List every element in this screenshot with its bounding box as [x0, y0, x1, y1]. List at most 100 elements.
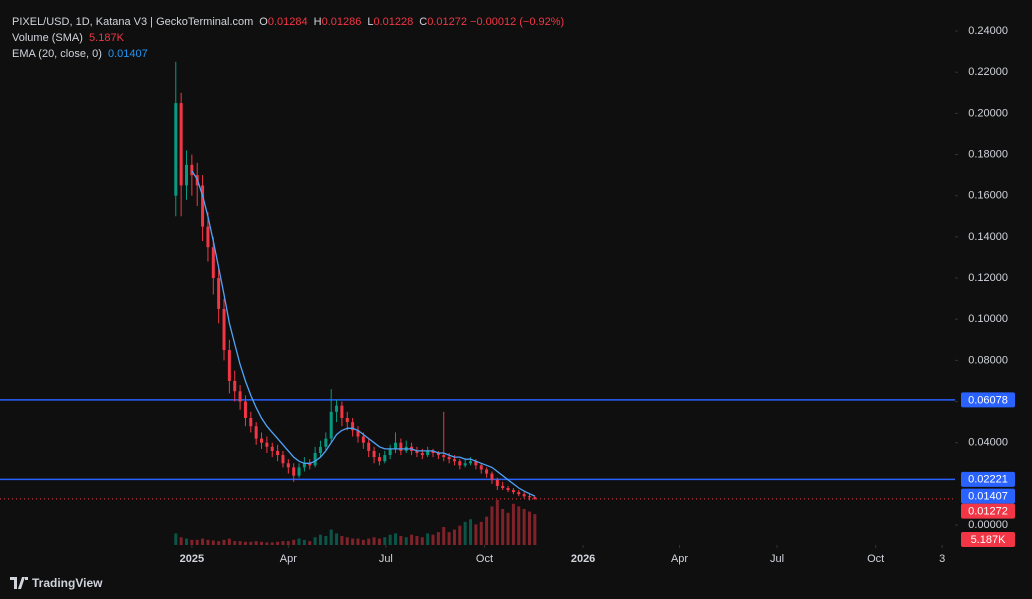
- volume-bar: [485, 516, 489, 545]
- candle-body: [490, 473, 494, 480]
- candle-body: [501, 485, 505, 488]
- level-price-tag-box: [961, 392, 1015, 408]
- candle-body: [495, 479, 499, 486]
- volume-bar: [426, 533, 430, 545]
- volume-row: Volume (SMA) 5.187K: [12, 30, 564, 46]
- candle-body: [340, 405, 344, 419]
- candle-body: [399, 442, 403, 451]
- brand-logo: [10, 577, 28, 589]
- candle: [458, 459, 462, 470]
- candle-body: [270, 446, 274, 451]
- candle-body: [527, 496, 531, 498]
- candle: [351, 418, 355, 437]
- candle: [179, 92, 183, 217]
- ohlc-value: 0.01284: [267, 16, 308, 28]
- candle: [463, 459, 467, 468]
- candle-body: [474, 461, 478, 466]
- candle-body: [522, 494, 526, 497]
- candle-body: [356, 430, 360, 437]
- volume-bar: [227, 538, 231, 545]
- candle-body: [463, 463, 467, 466]
- candle-body: [179, 103, 183, 186]
- x-tick-label: Oct: [476, 553, 493, 565]
- candle-body: [201, 185, 205, 227]
- candle-body: [217, 278, 221, 309]
- volume-bar: [361, 539, 365, 545]
- volume-bar: [522, 508, 526, 545]
- candle-body: [281, 455, 285, 464]
- candle: [377, 452, 381, 466]
- legend: PIXEL/USD, 1D, Katana V3 | GeckoTerminal…: [12, 14, 564, 62]
- candle-body: [436, 452, 440, 456]
- volume-bar: [254, 541, 258, 545]
- candle-body: [324, 438, 328, 447]
- volume-bar: [217, 541, 221, 545]
- candle: [292, 463, 296, 482]
- volume-bar: [335, 533, 339, 545]
- volume-bar: [517, 506, 521, 545]
- candle: [533, 496, 537, 500]
- volume-bar: [469, 519, 473, 545]
- volume-bar: [265, 542, 269, 545]
- y-tick-label: 0.22000: [968, 66, 1008, 78]
- candle: [501, 481, 505, 491]
- candle: [276, 444, 280, 462]
- candle: [431, 448, 435, 458]
- candle: [388, 444, 392, 460]
- candle-body: [506, 487, 510, 491]
- candle: [190, 154, 194, 196]
- y-tick-label: 0.18000: [968, 148, 1008, 160]
- volume-tag: 5.187K: [971, 534, 1007, 546]
- volume-bar: [297, 538, 301, 545]
- y-tick-label: 0.24000: [968, 25, 1008, 37]
- ohlc-value: 0.01228: [373, 16, 414, 28]
- candle: [249, 411, 253, 433]
- volume-bar: [281, 541, 285, 545]
- ema-line: [191, 170, 536, 497]
- ema-price-tag-box: [961, 488, 1015, 504]
- volume-bar: [479, 521, 483, 545]
- last-price-tag-box: [961, 503, 1015, 519]
- ohlc-key: C: [419, 16, 428, 28]
- volume-bar: [206, 539, 210, 545]
- candle-body: [238, 391, 242, 402]
- volume-bar: [383, 537, 387, 545]
- candle: [217, 267, 221, 324]
- ema-value: 0.01407: [108, 48, 148, 60]
- volume-bar: [495, 499, 499, 545]
- brand[interactable]: TradingView: [10, 576, 102, 590]
- volume-bar: [302, 539, 306, 545]
- time-axis-band: [0, 545, 1032, 570]
- candle-body: [420, 452, 424, 456]
- candle: [340, 401, 344, 427]
- candle: [329, 389, 333, 443]
- candle: [222, 298, 226, 361]
- volume-bar: [222, 539, 226, 545]
- candle: [313, 446, 317, 468]
- y-tick-label: 0.00000: [968, 519, 1008, 531]
- candle: [495, 477, 499, 491]
- candle: [254, 422, 258, 445]
- y-tick-label: 0.08000: [968, 354, 1008, 366]
- candle: [265, 436, 269, 453]
- ohlc-key: O: [259, 16, 268, 28]
- volume-bar: [184, 538, 188, 545]
- candle: [490, 471, 494, 484]
- ohlc: O0.01284 H0.01286 L0.01228 C0.01272: [253, 16, 467, 28]
- candle: [469, 457, 473, 466]
- volume-bar: [463, 521, 467, 545]
- volume-bar: [190, 539, 194, 545]
- candle-body: [447, 457, 451, 460]
- volume-bar: [420, 537, 424, 545]
- ema-price-tag: 0.01407: [968, 490, 1008, 502]
- candle: [211, 236, 215, 295]
- candle: [201, 175, 205, 241]
- candle: [302, 457, 306, 472]
- candle-body: [260, 438, 264, 443]
- ohlc-value: 0.01286: [321, 16, 362, 28]
- candle: [286, 459, 290, 474]
- symbol: PIXEL/USD, 1D, Katana V3 | GeckoTerminal…: [12, 16, 254, 28]
- candle-body: [431, 450, 435, 453]
- volume-bar: [399, 535, 403, 545]
- candle: [335, 399, 339, 423]
